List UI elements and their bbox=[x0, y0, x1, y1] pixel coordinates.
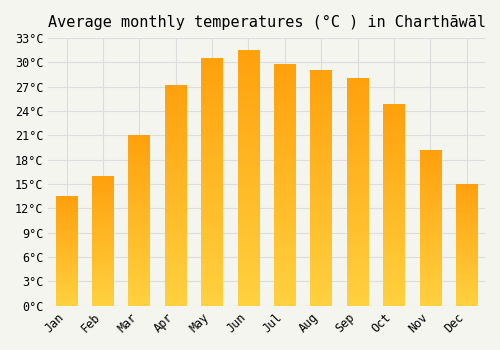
Title: Average monthly temperatures (°C ) in Charthāwāl: Average monthly temperatures (°C ) in Ch… bbox=[48, 15, 486, 30]
